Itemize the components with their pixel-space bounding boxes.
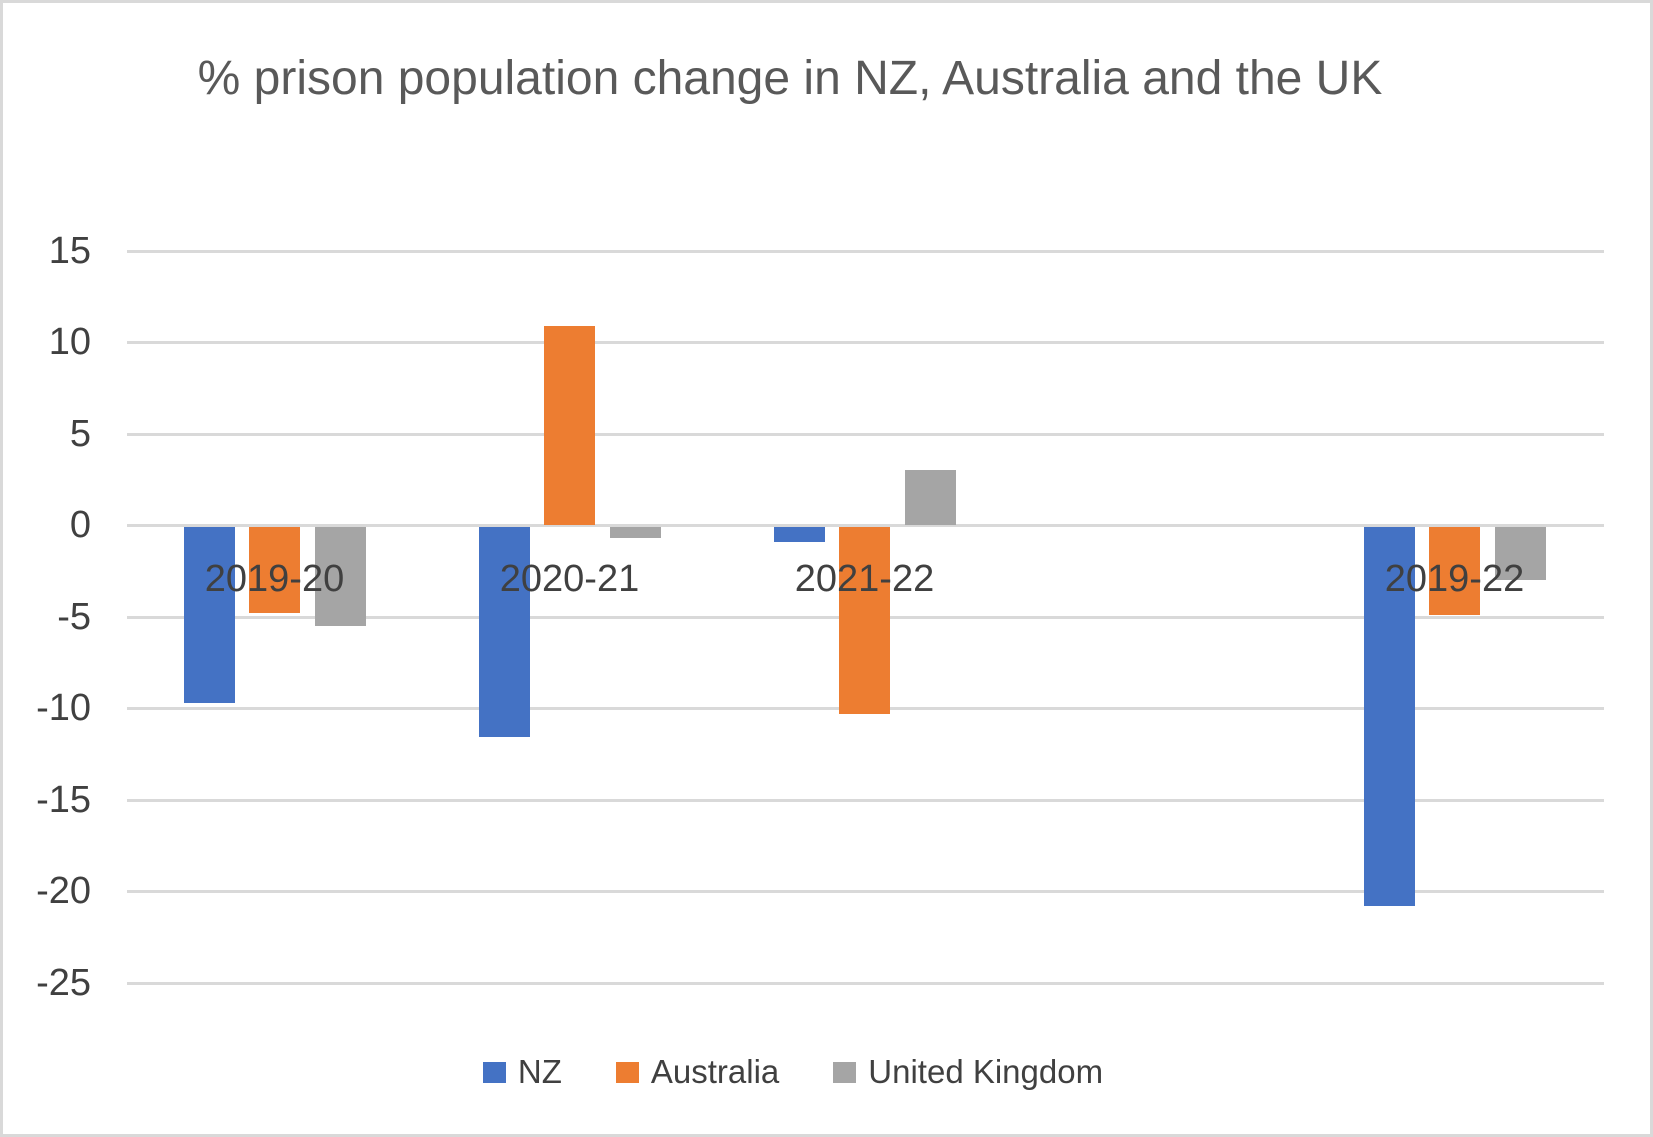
bar-australia-2020-21 [544,325,595,525]
bar-united-kingdom-2019-22 [1494,527,1546,581]
legend-item-nz: NZ [482,1053,562,1091]
gridline-0 [127,524,1604,527]
bar-united-kingdom-2019-20 [314,527,366,626]
bar-nz-2021-22 [773,527,825,542]
gridline-10 [127,341,1604,344]
legend-label-australia: Australia [650,1053,780,1090]
australia-series-swatch [615,1061,639,1083]
x-category-label-2019-20: 2019-20 [204,558,345,600]
nz-series-swatch [482,1061,506,1083]
bar-australia-2021-22 [839,527,890,714]
plot-area: 15 10 5 0 -5 -10 -15 -20 -25 2019-20 2020-21 2021-2… [3,3,1650,1134]
bar-australia-2019-20 [249,527,300,613]
bar-united-kingdom-2021-22 [904,470,956,525]
bar-australia-2019-22 [1429,527,1480,615]
y-tick-label--25: -25 [36,961,91,1004]
y-tick-label-10: 10 [48,321,91,363]
gridline--15 [127,798,1604,802]
united-kingdom-series-swatch [833,1061,857,1083]
y-tick-label--15: -15 [36,778,91,821]
legend-item-united-kingdom: United Kingdom [833,1053,1103,1091]
y-tick-label-15: 15 [48,229,91,272]
y-tick-label--5: -5 [57,595,91,638]
y-tick-label-5: 5 [69,412,91,455]
y-tick-label-0: 0 [69,504,91,546]
bar-nz-2020-21 [478,527,530,738]
bar-nz-2019-22 [1363,527,1415,906]
gridline--20 [127,890,1604,893]
legend-item-australia: Australia [615,1053,780,1091]
legend: NZ Australia United Kingdom [3,1053,1583,1091]
legend-label-united-kingdom: United Kingdom [868,1053,1104,1090]
x-category-label-2021-22: 2021-22 [794,558,935,600]
legend-label-nz: NZ [517,1053,562,1090]
y-tick-label--10: -10 [36,687,91,729]
gridline-15 [127,249,1604,253]
y-tick-label--20: -20 [36,870,91,912]
chart-title: % prison population change in NZ, Austra… [197,52,1383,105]
gridline--25 [127,981,1604,985]
gridline-5 [127,432,1604,436]
x-category-label-2019-22: 2019-22 [1384,558,1525,600]
bar-united-kingdom-2020-21 [609,527,661,538]
x-category-label-2020-21: 2020-21 [499,558,640,600]
bar-nz-2019-20 [183,527,235,703]
